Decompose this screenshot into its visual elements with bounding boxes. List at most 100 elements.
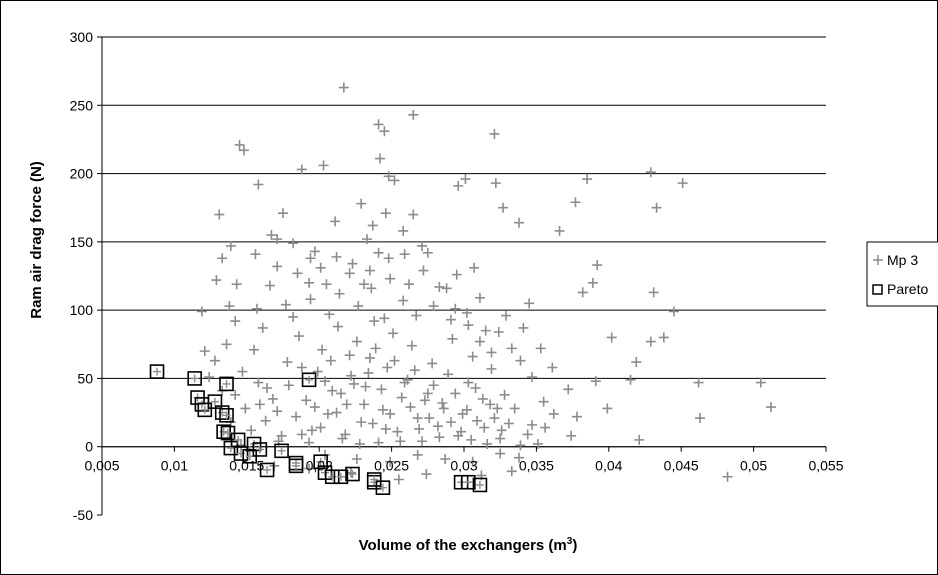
- mp3-point: [254, 399, 265, 410]
- mp3-point: [411, 310, 422, 321]
- mp3-point: [317, 344, 328, 355]
- mp3-point: [554, 225, 565, 236]
- mp3-point: [282, 357, 293, 368]
- mp3-point: [318, 160, 329, 171]
- mp3-point: [351, 336, 362, 347]
- pareto-point: [252, 442, 268, 457]
- y-tick-label: 250: [70, 97, 94, 113]
- mp3-point: [237, 366, 248, 377]
- pareto-point-square: [366, 472, 382, 487]
- mp3-point: [722, 471, 733, 482]
- mp3-point: [499, 389, 510, 400]
- mp3-point: [351, 454, 362, 465]
- mp3-point: [474, 336, 485, 347]
- mp3-point: [434, 281, 445, 292]
- mp3-point: [276, 430, 287, 441]
- mp3-point: [296, 362, 307, 373]
- pareto-point-plus: [316, 457, 325, 466]
- mp3-point: [240, 403, 251, 414]
- y-tick-labels: -50 0 50 100 150 200 250 300: [70, 29, 102, 523]
- mp3-point: [582, 174, 593, 185]
- x-axis-title-main: Volume of the exchangers (m: [359, 537, 567, 554]
- mp3-point: [506, 466, 517, 477]
- mp3-point: [385, 408, 396, 419]
- mp3-point: [253, 179, 264, 190]
- mp3-point: [383, 171, 394, 182]
- mp3-point: [563, 384, 574, 395]
- mp3-point: [677, 178, 688, 189]
- mp3-point: [427, 358, 438, 369]
- mp3-point: [422, 388, 433, 399]
- pareto-point: [259, 462, 275, 478]
- pareto-point: [288, 458, 304, 474]
- mp3-point: [266, 230, 277, 241]
- y-axis-title: Ram air drag force (N): [28, 161, 45, 319]
- mp3-point: [587, 277, 598, 288]
- mp3-point: [500, 310, 511, 321]
- mp3-point: [312, 366, 323, 377]
- x-tick-label: 0,025: [374, 458, 409, 474]
- pareto-point-plus: [336, 472, 345, 481]
- mp3-point: [480, 325, 491, 336]
- mp3-point: [347, 258, 358, 269]
- mp3-point: [445, 314, 456, 325]
- mp3-point: [395, 436, 406, 447]
- mp3-point: [489, 128, 500, 139]
- mp3-point: [249, 344, 260, 355]
- mp3-point: [428, 380, 439, 391]
- mp3-point: [293, 331, 304, 342]
- mp3-point: [319, 376, 330, 387]
- pareto-point: [187, 371, 202, 386]
- mp3-point: [373, 119, 384, 130]
- mp3-point: [296, 164, 307, 175]
- mp3-point: [383, 253, 394, 264]
- mp3-point: [566, 430, 577, 441]
- mp3-point: [474, 292, 485, 303]
- plot-area: 0,005 0,01 0,015 0,02 0,025 0,03 0,035 0,04 0,04…: [70, 29, 844, 523]
- mp3-point: [367, 418, 378, 429]
- mp3-point: [333, 321, 344, 332]
- mp3-point: [570, 197, 581, 208]
- pareto-point-plus: [475, 480, 484, 489]
- mp3-point: [341, 399, 352, 410]
- mp3-point: [238, 145, 249, 156]
- mp3-point: [450, 303, 461, 314]
- mp3-point: [515, 355, 526, 366]
- mp3-point: [251, 303, 262, 314]
- mp3-point: [399, 249, 410, 260]
- series-mp3: [196, 82, 776, 485]
- mp3-point: [379, 126, 390, 137]
- mp3-point: [496, 425, 507, 436]
- mp3-point: [492, 403, 503, 414]
- x-tick-label: 0,04: [595, 458, 622, 474]
- mp3-point: [370, 343, 381, 354]
- pareto-point-plus: [464, 478, 473, 487]
- mp3-point: [230, 389, 241, 400]
- x-axis-title: Volume of the exchangers (m3): [359, 536, 578, 554]
- mp3-point: [377, 404, 388, 415]
- mp3-point: [396, 392, 407, 403]
- pareto-point: [197, 402, 213, 418]
- mp3-point: [590, 376, 601, 387]
- mp3-point: [280, 299, 291, 310]
- pareto-point-square: [288, 458, 304, 474]
- pareto-point: [461, 474, 476, 490]
- mp3-point: [645, 336, 656, 347]
- mp3-point: [321, 279, 332, 290]
- pareto-point-plus: [263, 465, 272, 474]
- legend-label-mp3: Mp 3: [887, 252, 918, 268]
- mp3-point: [322, 408, 333, 419]
- mp3-point: [260, 415, 271, 426]
- mp3-point: [389, 175, 400, 186]
- mp3-point: [469, 262, 480, 273]
- x-tick-label: 0,035: [519, 458, 554, 474]
- mp3-point: [658, 332, 669, 343]
- y-tick-label: -50: [73, 507, 93, 523]
- gridlines: [102, 36, 826, 448]
- mp3-point: [645, 167, 656, 178]
- mp3-point: [453, 180, 464, 191]
- pareto-point-square: [219, 408, 234, 423]
- mp3-point: [577, 287, 588, 298]
- mp3-point: [463, 377, 474, 388]
- mp3-point: [421, 469, 432, 480]
